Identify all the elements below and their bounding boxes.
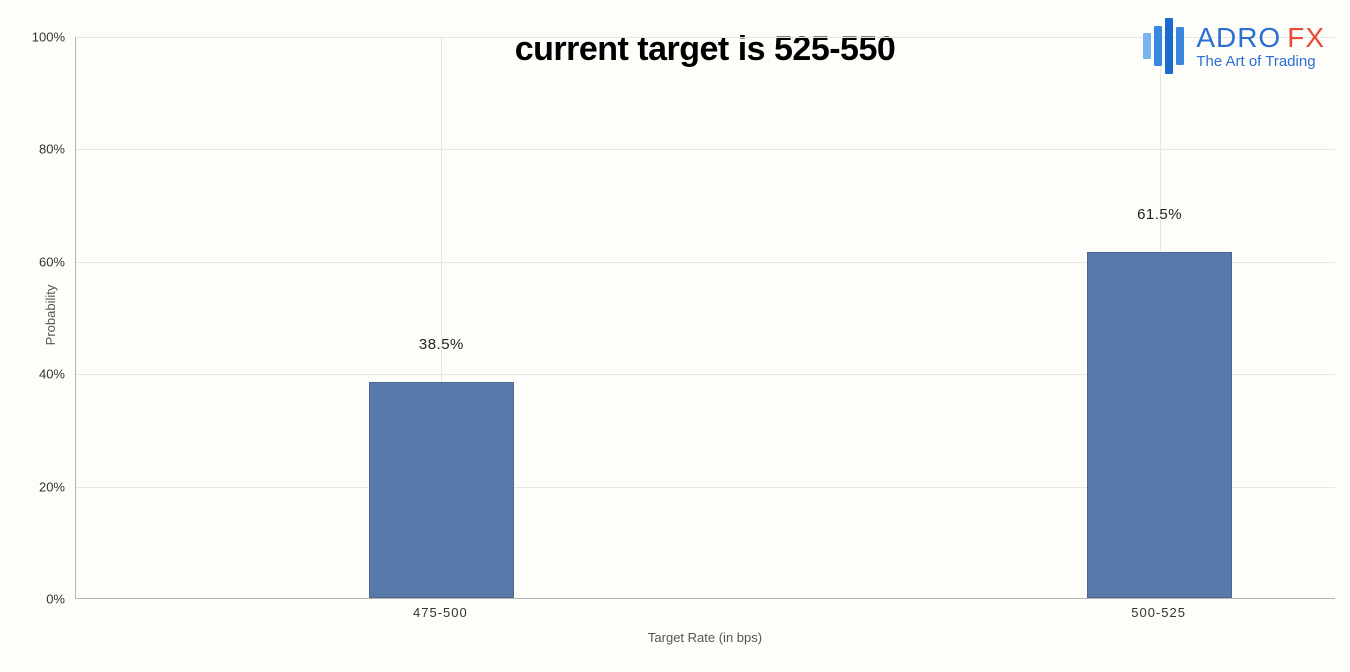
logo-bars-icon [1143,18,1184,74]
logo-word-a: ADRO [1196,24,1281,52]
gridline-h [76,149,1335,150]
logo-tagline: The Art of Trading [1196,54,1325,69]
y-tick-label: 80% [15,142,65,157]
x-tick-label: 500-525 [1131,605,1186,620]
chart-plot-area: 38.5% 61.5% [75,37,1335,599]
y-tick-label: 100% [15,30,65,45]
logo-text: ADRO FX The Art of Trading [1196,24,1325,69]
y-tick-label: 60% [15,254,65,269]
x-axis-label: Target Rate (in bps) [75,630,1335,645]
logo-word-b: FX [1287,24,1325,52]
y-tick-label: 20% [15,479,65,494]
y-tick-label: 0% [15,592,65,607]
bar-value-label: 38.5% [419,336,464,359]
y-tick-label: 40% [15,367,65,382]
chart-container: current target is 525-550 38.5%61.5% Pro… [75,25,1335,605]
y-axis-label: Probability [43,285,58,346]
adrofx-logo: ADRO FX The Art of Trading [1143,18,1325,74]
bar [1087,252,1232,598]
bar [369,382,514,598]
bar-value-label: 61.5% [1137,206,1182,229]
x-tick-label: 475-500 [413,605,468,620]
logo-main: ADRO FX [1196,24,1325,52]
